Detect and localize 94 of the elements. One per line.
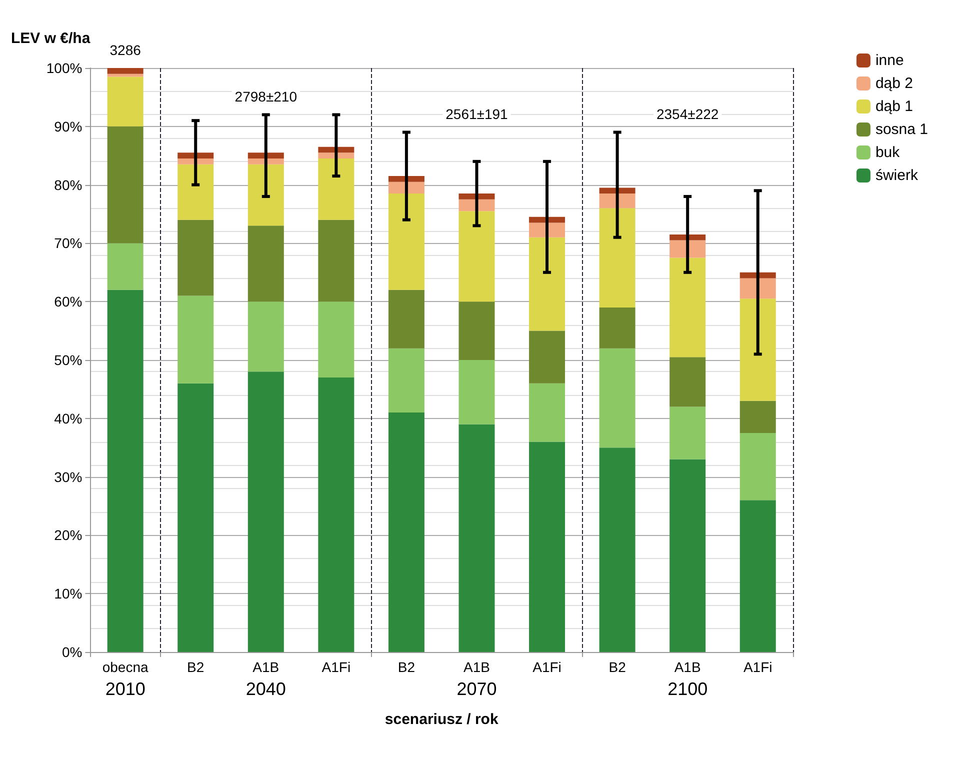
bar <box>388 182 424 194</box>
y-axis-title: LEV w €/ha <box>10 30 91 47</box>
y-tick-label: 70% <box>54 235 82 252</box>
bar <box>178 152 214 159</box>
bar <box>318 302 354 378</box>
text: 2010 <box>105 679 146 699</box>
x-tick-label: B2 <box>608 659 626 675</box>
bar <box>599 188 636 194</box>
bar <box>248 302 284 372</box>
bar <box>178 158 214 164</box>
annotation: 2354±222 <box>656 106 719 122</box>
y-tick-label: 60% <box>54 294 82 310</box>
x-axis-title: scenariusz / rok <box>384 711 499 728</box>
y-tick-label: 0% <box>62 644 82 660</box>
bar <box>670 258 706 358</box>
bar <box>740 433 776 500</box>
bar <box>318 220 354 302</box>
y-tick-label: 30% <box>54 468 82 485</box>
x-tick-label: B2 <box>398 659 416 675</box>
legend-label: buk <box>875 144 900 161</box>
bar <box>107 243 144 290</box>
legend-label: dąb 2 <box>875 75 914 92</box>
x-tick-label: A1Fi <box>532 659 562 675</box>
annotation: 2798±210 <box>234 88 298 105</box>
bar <box>178 164 214 220</box>
x-tick-label: A1Fi <box>322 659 351 675</box>
text: 3286 <box>110 42 142 58</box>
bar <box>107 74 144 77</box>
bar <box>529 216 566 223</box>
y-tick-label: 40% <box>54 410 82 426</box>
y-tick-label: 50% <box>54 352 82 368</box>
bar <box>740 500 776 652</box>
legend-label: inne <box>875 52 904 69</box>
x-tick-label: A1B <box>674 659 701 675</box>
bar <box>670 459 706 652</box>
bar <box>670 234 706 240</box>
bar <box>178 383 214 652</box>
bar <box>178 296 214 384</box>
y-tick-label: 90% <box>54 118 82 134</box>
bar <box>458 424 495 652</box>
x-tick-label: A1Fi <box>743 659 772 675</box>
bar <box>740 298 776 401</box>
bar <box>388 412 424 652</box>
legend-label: sosna 1 <box>875 121 928 138</box>
bar <box>599 307 636 348</box>
bar <box>599 348 636 448</box>
bar <box>740 278 776 299</box>
bar <box>599 194 636 208</box>
bar <box>248 226 284 302</box>
y-tick-label: 10% <box>54 586 82 602</box>
bar <box>458 302 495 360</box>
bar <box>599 208 636 308</box>
bar <box>458 194 495 200</box>
text: 2070 <box>456 679 497 699</box>
text: 2100 <box>668 679 708 699</box>
bar <box>529 237 566 331</box>
bar <box>107 68 144 74</box>
legend-label: dąb 1 <box>875 98 914 115</box>
bar <box>107 290 144 652</box>
y-tick-label: 100% <box>46 60 82 76</box>
bar <box>388 176 424 182</box>
x-tick-label: B2 <box>187 659 204 675</box>
y-tick-label: 80% <box>54 176 82 193</box>
bar <box>670 357 706 407</box>
bar <box>248 164 284 226</box>
bar <box>248 372 284 652</box>
bar <box>107 126 144 244</box>
bar <box>248 158 284 164</box>
x-tick-label: A1B <box>464 659 490 675</box>
bar <box>388 290 424 348</box>
bar <box>458 199 495 212</box>
bar <box>458 211 495 302</box>
bar <box>670 406 706 460</box>
bar <box>248 152 284 159</box>
bar <box>318 152 354 159</box>
bar <box>529 383 566 442</box>
bar <box>458 360 495 424</box>
annotation: 2561±191 <box>446 106 508 122</box>
bar <box>529 330 566 384</box>
text: 2040 <box>246 679 286 699</box>
y-tick-label: 20% <box>54 527 82 544</box>
legend-label: świerk <box>875 167 918 184</box>
bar <box>529 442 566 652</box>
bar <box>388 348 424 413</box>
bar <box>318 158 354 220</box>
x-tick-label: obecna <box>102 659 149 675</box>
bar <box>740 400 776 433</box>
x-tick-label: A1B <box>252 659 280 675</box>
bar <box>388 194 424 290</box>
bar <box>599 448 636 652</box>
bar <box>178 220 214 296</box>
bar <box>318 378 354 652</box>
bar <box>107 76 144 126</box>
bar <box>670 240 706 258</box>
